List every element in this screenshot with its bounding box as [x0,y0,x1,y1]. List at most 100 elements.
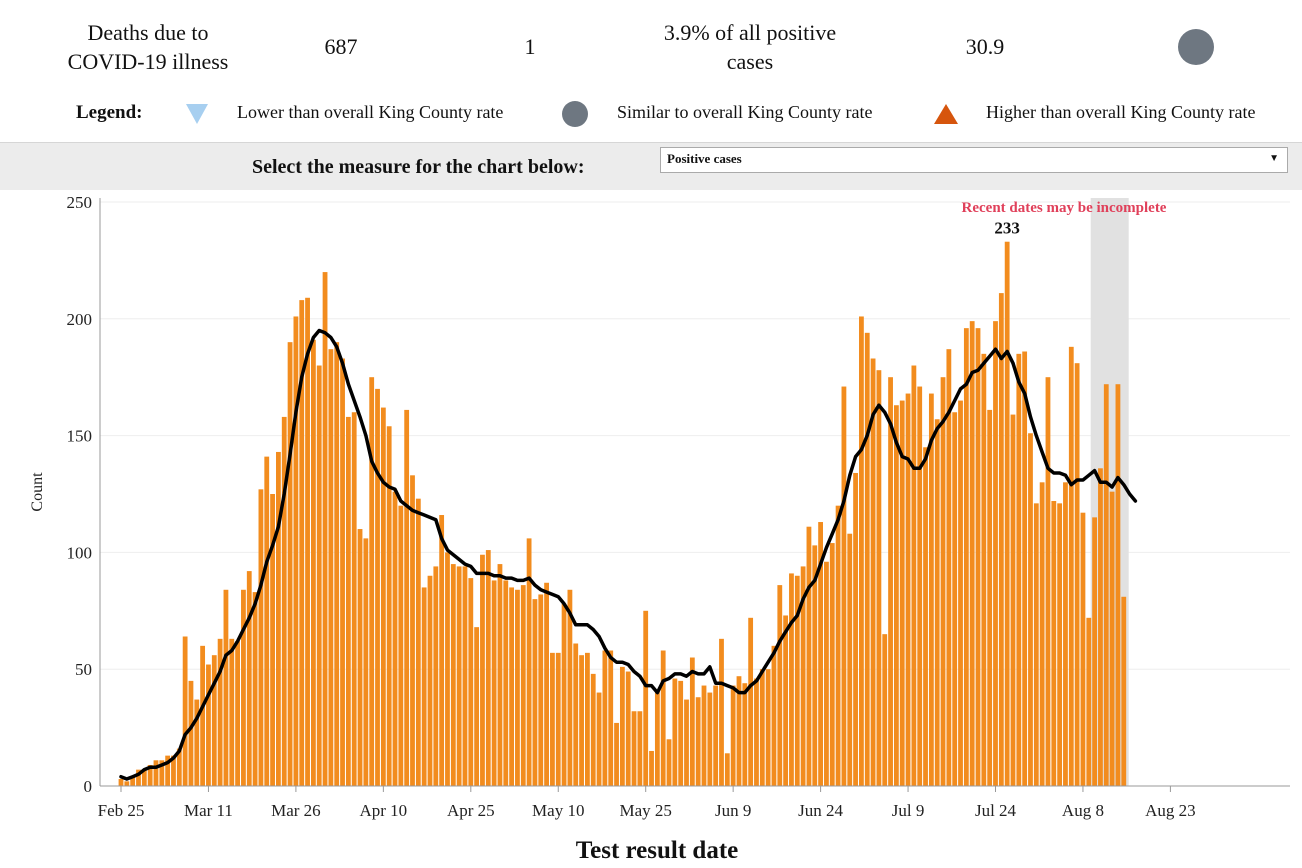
bar [316,365,322,786]
bar [480,554,485,786]
bar [1063,482,1068,786]
bar [153,760,159,786]
measure-select[interactable]: Positive cases ▼ [660,147,1288,173]
bar [590,673,596,786]
bar [765,669,771,786]
bar [614,722,619,786]
bar [509,587,515,786]
bar [206,664,211,786]
stat-count: 687 [324,34,358,59]
circle-icon [562,101,588,127]
bar [1045,377,1051,786]
bar [345,416,351,786]
bar [182,636,188,786]
x-axis-title: Test result date [576,837,739,864]
bar [351,412,357,786]
bar [340,358,345,786]
bar [1022,351,1028,786]
peak-data-label: 233 [994,219,1020,238]
bar [398,505,404,786]
bar [287,342,293,786]
caret-down-icon[interactable]: ▼ [1269,153,1279,164]
bar [1010,414,1016,786]
incomplete-note: Recent dates may be incomplete [962,200,1167,216]
bar [276,451,281,786]
bar [270,494,275,786]
legend-item-lower: Lower than overall King County rate [237,102,504,122]
bar [532,599,538,786]
bar [130,776,136,786]
bar [672,678,678,786]
bar [450,564,456,786]
bar [194,699,200,786]
bar [171,755,176,786]
bar [958,400,963,786]
positive-cases-chart: 0 50 100 150 200 250 Feb 25 Mar 11 Mar 26 Apr 10 A… [0,190,1302,868]
bar [235,641,240,786]
bar [515,589,520,786]
bar [1092,517,1098,786]
bar [555,652,561,786]
bar [188,680,194,786]
bar [375,388,380,786]
bar [987,409,993,786]
x-tick-label: May 25 [619,801,671,820]
bar [596,692,602,786]
bar [748,617,754,786]
bar [818,522,823,786]
bar [689,657,695,786]
bar [666,739,672,786]
bar [777,585,783,786]
bar [1115,384,1121,786]
x-tick-label: Jul 9 [892,801,925,820]
bar [241,589,246,786]
bar [905,393,911,786]
bar [619,666,625,786]
bar [771,645,777,786]
bar [684,699,689,786]
bar [229,638,235,786]
bar [841,386,847,786]
y-tick-label: 50 [75,660,92,679]
x-tick-label: Jun 9 [715,801,751,820]
bar [1103,384,1109,786]
bar [538,594,544,786]
legend-item-similar: Similar to overall King County rate [617,102,873,122]
bar [707,692,713,786]
bar [357,529,363,786]
bar [1121,596,1127,786]
stats-row: Deaths due to COVID-19 illness 687 1 3.9… [0,18,1302,80]
bar [829,543,835,786]
bar [800,566,806,786]
bar [124,781,130,786]
legend: Legend: Lower than overall King County r… [0,98,1302,132]
measure-select-value: Positive cases [667,151,742,166]
bar [264,456,270,786]
bar [421,587,427,786]
bar [1016,353,1022,786]
bar [812,545,818,786]
bar [433,566,439,786]
stat-label-line2: COVID-19 illness [67,49,229,74]
bar [637,711,643,786]
bar [211,655,217,786]
bar [701,685,707,786]
bar [415,498,421,786]
x-tick-label: Apr 10 [359,801,407,820]
bar [1086,617,1092,786]
seven-day-average-line [119,328,1138,781]
legend-title: Legend: [76,102,143,123]
bar [544,582,549,786]
bar [917,386,923,786]
bar [759,669,765,786]
bar [456,566,462,786]
bar [899,400,905,786]
bar [993,321,998,786]
bar [625,671,631,786]
bar [474,627,480,786]
bar [631,711,637,786]
bar [427,575,433,786]
bar [1039,482,1045,786]
bar [654,690,660,786]
bar [363,538,369,786]
